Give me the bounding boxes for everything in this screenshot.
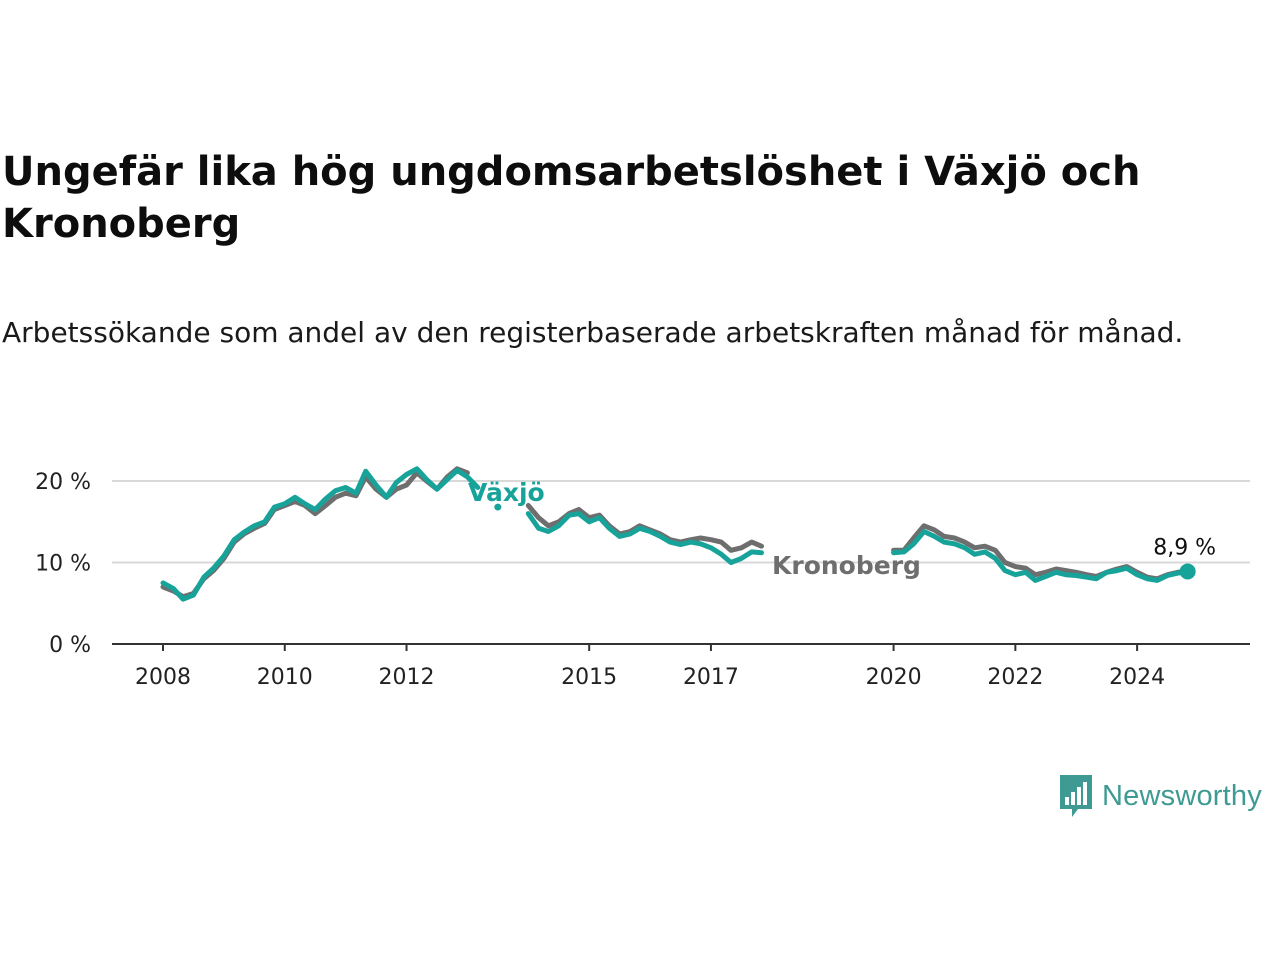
brand-logo: Newsworthy (1058, 772, 1262, 820)
gridlines (112, 480, 1250, 564)
newsworthy-logo-icon (1060, 775, 1092, 817)
series-point-vaxjo (494, 503, 502, 511)
brand-name: Newsworthy (1102, 779, 1262, 812)
series-line-kronoberg (160, 466, 470, 600)
y-axis-tick-labels: 0 % 10 % 20 % (35, 470, 91, 658)
end-annotation: 8,9 % (1153, 535, 1216, 580)
x-tick-label: 2012 (379, 665, 435, 690)
line-chart: 0 % 10 % 20 % 2008 2010 2012 2015 2017 2020 2022… (35, 466, 1250, 690)
x-axis (112, 643, 1250, 651)
y-tick-label: 0 % (49, 633, 91, 658)
x-axis-tick-labels: 2008 2010 2012 2015 2017 2020 2022 2024 (135, 665, 1165, 690)
end-point-marker (1179, 563, 1196, 580)
x-tick-label: 2017 (683, 665, 739, 690)
x-tick-label: 2010 (257, 665, 313, 690)
y-tick-label: 20 % (35, 470, 91, 495)
series-line-kronoberg (891, 523, 1191, 582)
chart-title: Ungefär lika hög ungdomsarbetslöshet i V… (2, 149, 1141, 247)
series-lines (160, 466, 1191, 602)
chart-subtitle: Arbetssökande som andel av den registerb… (2, 316, 1184, 349)
end-value-label: 8,9 % (1153, 535, 1216, 560)
x-tick-label: 2008 (135, 665, 191, 690)
series-label-kronoberg: Kronoberg (772, 551, 921, 580)
x-tick-label: 2024 (1109, 665, 1165, 690)
x-tick-label: 2022 (987, 665, 1043, 690)
series-line-vaxjo (525, 511, 764, 565)
series-line-vaxjo (891, 529, 1191, 583)
x-tick-label: 2020 (866, 665, 922, 690)
series-label-vaxjo: Växjö (468, 478, 545, 507)
x-tick-label: 2015 (561, 665, 617, 690)
series-labels: Kronoberg Växjö (468, 478, 921, 580)
y-tick-label: 10 % (35, 552, 91, 577)
series-line-vaxjo (160, 466, 481, 602)
